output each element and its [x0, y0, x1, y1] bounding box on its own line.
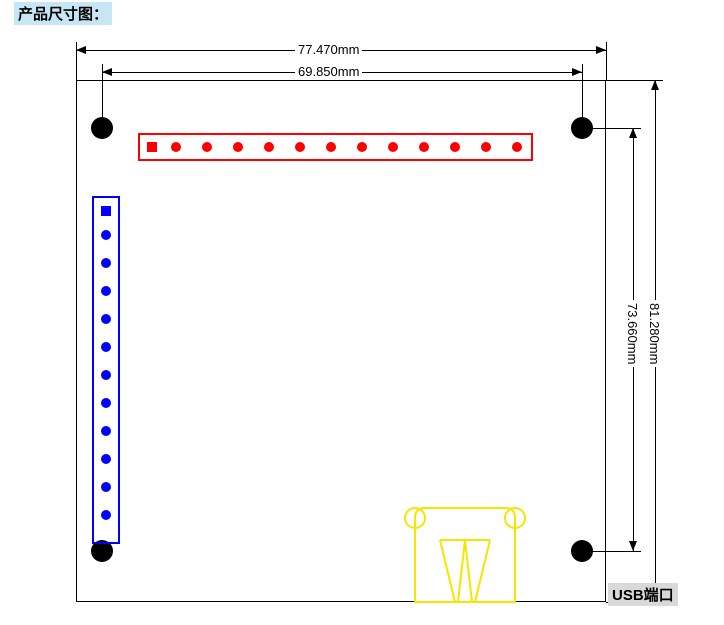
mount-hole — [91, 117, 113, 139]
dimension-diagram: 77.470mm 69.850mm 81.280mm 73.660mm — [20, 40, 700, 610]
pin-1-marker — [101, 206, 111, 216]
pin-dot — [101, 510, 111, 520]
pin-dot — [202, 142, 212, 152]
arrow-icon — [629, 128, 637, 138]
mount-hole — [571, 117, 593, 139]
arrow-icon — [596, 46, 606, 54]
pin-dot — [101, 314, 111, 324]
arrow-icon — [102, 68, 112, 76]
pin-dot — [357, 142, 367, 152]
diagram-title: 产品尺寸图： — [14, 2, 112, 25]
mount-hole — [571, 540, 593, 562]
pin-dot — [481, 142, 491, 152]
pin-dot — [171, 142, 181, 152]
pin-dot — [264, 142, 274, 152]
pin-dot — [450, 142, 460, 152]
pin-dot — [101, 258, 111, 268]
usb-port-label: USB端口 — [608, 583, 678, 606]
pin-dot — [101, 286, 111, 296]
pin-dot — [101, 482, 111, 492]
dim-inner-width-label: 69.850mm — [295, 64, 362, 79]
arrow-icon — [651, 80, 659, 90]
pin-dot — [101, 454, 111, 464]
pin-dot — [419, 142, 429, 152]
pin-dot — [101, 230, 111, 240]
pin-dot — [101, 426, 111, 436]
dim-outer-width-label: 77.470mm — [295, 42, 362, 57]
pin-dot — [388, 142, 398, 152]
arrow-icon — [76, 46, 86, 54]
pin-dot — [233, 142, 243, 152]
pin-dot — [101, 342, 111, 352]
pin-dot — [295, 142, 305, 152]
pin-1-marker — [147, 142, 157, 152]
arrow-icon — [572, 68, 582, 76]
dim-outer-height-label: 81.280mm — [647, 300, 662, 367]
pin-dot — [101, 398, 111, 408]
dim-inner-height-label: 73.660mm — [625, 300, 640, 367]
pin-dot — [326, 142, 336, 152]
dim-ext-line — [606, 42, 607, 80]
pin-dot — [512, 142, 522, 152]
pin-dot — [101, 370, 111, 380]
arrow-icon — [629, 541, 637, 551]
